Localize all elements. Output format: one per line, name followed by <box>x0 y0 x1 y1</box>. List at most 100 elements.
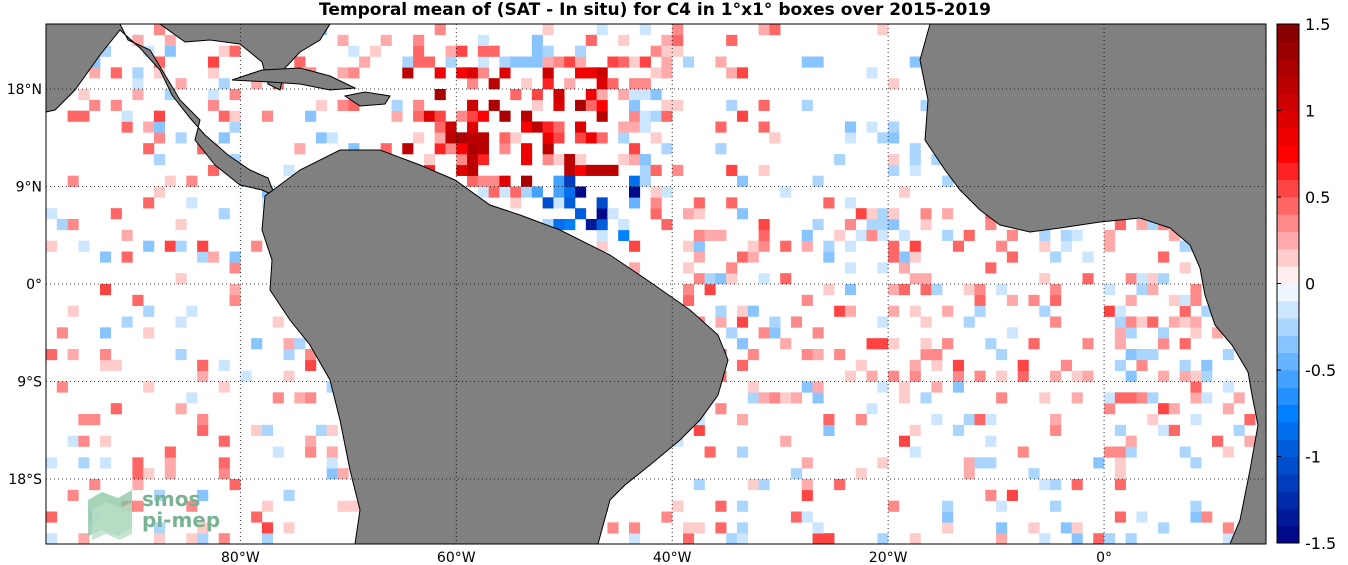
anomaly-cell <box>1222 381 1234 393</box>
anomaly-cell <box>413 110 425 122</box>
anomaly-cell <box>790 511 803 523</box>
anomaly-cell <box>1082 370 1094 382</box>
anomaly-cell <box>575 186 587 198</box>
anomaly-cell <box>607 56 619 68</box>
anomaly-cell <box>1190 511 1202 523</box>
colorbar: 1.5 1 0.5 0 -0.5 -1 -1.5 <box>1276 15 1336 553</box>
anomaly-cell <box>153 533 166 544</box>
anomaly-cell <box>736 338 749 350</box>
anomaly-cell <box>888 208 900 220</box>
anomaly-cell <box>153 154 166 166</box>
anomaly-cell <box>715 522 727 534</box>
anomaly-cell <box>931 284 943 296</box>
anomaly-cell <box>1071 229 1083 241</box>
anomaly-cell <box>531 45 543 57</box>
anomaly-cell <box>186 175 198 187</box>
anomaly-cell <box>99 251 112 263</box>
anomaly-cell <box>909 273 921 285</box>
anomaly-cell <box>1179 359 1191 371</box>
anomaly-cell <box>89 67 101 79</box>
anomaly-cell <box>585 34 597 46</box>
anomaly-cell <box>693 522 705 534</box>
anomaly-cell <box>1179 262 1191 274</box>
colorbar-segment <box>1277 300 1299 319</box>
anomaly-cell <box>963 457 975 469</box>
anomaly-cell <box>1114 446 1126 458</box>
anomaly-cell <box>1190 392 1202 404</box>
anomaly-cell <box>1136 392 1148 404</box>
anomaly-cell <box>909 370 921 382</box>
anomaly-cell <box>1158 251 1170 263</box>
anomaly-cell <box>531 89 543 101</box>
colorbar-segment <box>1277 508 1299 527</box>
anomaly-cell <box>218 381 230 393</box>
anomaly-cell <box>499 143 511 155</box>
anomaly-cell <box>661 186 673 198</box>
anomaly-cell <box>834 305 846 317</box>
anomaly-cell <box>1082 338 1094 350</box>
anomaly-cell <box>963 414 975 426</box>
anomaly-cell <box>629 186 641 198</box>
anomaly-cell <box>682 522 695 534</box>
anomaly-cell <box>801 56 813 68</box>
anomaly-cell <box>510 56 522 68</box>
anomaly-cell <box>866 338 878 350</box>
anomaly-cell <box>488 45 500 57</box>
anomaly-cell <box>1244 414 1256 426</box>
anomaly-cell <box>585 99 597 111</box>
anomaly-cell <box>639 121 651 133</box>
anomaly-cell <box>531 99 543 111</box>
anomaly-cell <box>1093 457 1105 469</box>
anomaly-cell <box>1168 229 1180 241</box>
anomaly-cell <box>801 240 813 252</box>
anomaly-cell <box>888 132 900 144</box>
anomaly-cell <box>715 143 727 155</box>
map-title: Temporal mean of (SAT - In situ) for C4 … <box>319 0 991 20</box>
anomaly-cell <box>844 370 857 382</box>
colorbar-segment <box>1277 162 1299 181</box>
anomaly-cell <box>272 392 284 404</box>
anomaly-cell <box>618 56 630 68</box>
anomaly-cell <box>758 229 770 241</box>
anomaly-cell <box>56 327 68 339</box>
anomaly-cell <box>153 67 166 79</box>
anomaly-cell <box>866 121 878 133</box>
anomaly-cell <box>467 154 479 166</box>
anomaly-cell <box>877 338 889 350</box>
anomaly-cell <box>251 338 263 350</box>
anomaly-cell <box>866 370 878 382</box>
anomaly-cell <box>1104 284 1116 296</box>
anomaly-cell <box>99 457 112 469</box>
anomaly-cell <box>780 392 792 404</box>
anomaly-cell <box>175 273 187 285</box>
anomaly-cell <box>736 316 749 328</box>
anomaly-cell <box>197 522 209 534</box>
anomaly-cell <box>661 110 673 122</box>
anomaly-cell <box>661 67 673 79</box>
colorbar-tick-label: -1 <box>1305 448 1321 467</box>
colorbar-segment <box>1277 93 1299 111</box>
anomaly-cell <box>78 533 90 544</box>
anomaly-cell <box>110 359 122 371</box>
longitude-label: 0° <box>1096 550 1112 565</box>
anomaly-cell <box>207 251 220 263</box>
anomaly-cell <box>607 164 619 176</box>
anomaly-cell <box>229 262 241 274</box>
anomaly-cell <box>164 89 176 101</box>
anomaly-cell <box>67 349 79 361</box>
anomaly-cell <box>89 99 101 111</box>
anomaly-cell <box>834 349 846 361</box>
anomaly-cell <box>596 132 608 144</box>
anomaly-cell <box>251 424 263 436</box>
anomaly-cell <box>704 446 716 458</box>
cuba-land <box>231 67 357 91</box>
anomaly-cell <box>931 381 943 393</box>
anomaly-cell <box>283 338 295 350</box>
anomaly-cell <box>736 533 749 544</box>
anomaly-cell <box>207 99 220 111</box>
anomaly-cell <box>942 229 954 241</box>
anomaly-cell <box>985 338 997 350</box>
anomaly-cell <box>99 359 112 371</box>
anomaly-cell <box>812 175 824 187</box>
anomaly-cell <box>1179 316 1191 328</box>
